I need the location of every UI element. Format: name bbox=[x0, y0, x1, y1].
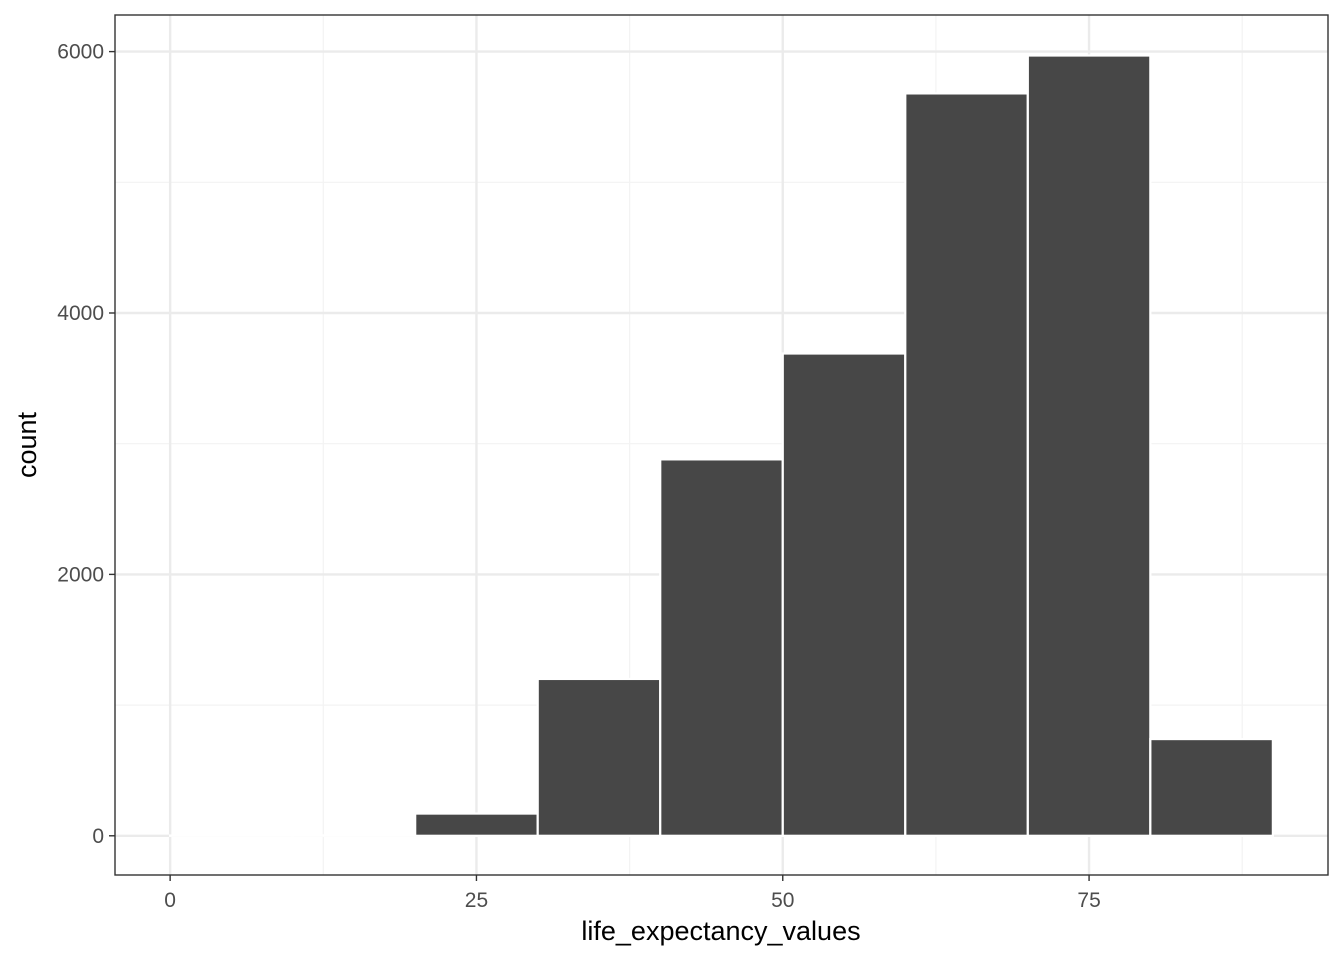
x-axis-ticks: 0 25 50 75 bbox=[164, 875, 1101, 912]
x-tick-label: 50 bbox=[771, 889, 794, 912]
histogram-bar bbox=[1149, 737, 1274, 837]
panel-border bbox=[114, 14, 1329, 876]
y-tick-label: 4000 bbox=[57, 302, 104, 325]
x-tick-label: 0 bbox=[164, 889, 176, 912]
histogram-bar bbox=[781, 352, 907, 837]
histogram-bar bbox=[414, 812, 539, 837]
histogram-bar bbox=[659, 458, 784, 837]
histogram-bar bbox=[536, 677, 662, 837]
x-axis-title: life_expectancy_values bbox=[581, 916, 860, 946]
y-tick-label: 6000 bbox=[57, 41, 104, 64]
y-tick-label: 0 bbox=[92, 825, 104, 848]
histogram-bar bbox=[904, 92, 1029, 837]
y-axis-ticks: 0 2000 4000 6000 bbox=[57, 41, 115, 848]
x-tick-label: 75 bbox=[1077, 889, 1100, 912]
x-tick-label: 25 bbox=[465, 889, 488, 912]
histogram-bars bbox=[169, 54, 1274, 837]
y-tick-label: 2000 bbox=[57, 563, 104, 586]
y-axis-title: count bbox=[12, 411, 42, 478]
histogram-bar bbox=[1026, 54, 1152, 837]
